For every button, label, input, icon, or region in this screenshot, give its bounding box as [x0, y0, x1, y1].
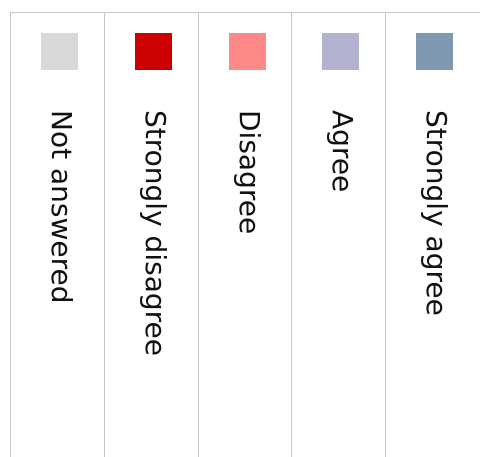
legend-swatch-not-answered — [41, 33, 78, 70]
legend-swatch-agree — [322, 33, 360, 70]
legend-label-disagree: Disagree — [232, 110, 266, 235]
legend-swatch-strongly-disagree — [134, 33, 172, 70]
legend-item-not-answered: Not answered — [11, 13, 105, 457]
legend-item-strongly-disagree: Strongly disagree — [105, 13, 199, 457]
legend-swatch-strongly-agree — [416, 33, 454, 70]
legend-item-disagree: Disagree — [199, 13, 293, 457]
legend-label-strongly-agree: Strongly agree — [420, 110, 454, 316]
legend-label-agree: Agree — [326, 110, 360, 193]
legend-label-not-answered: Not answered — [45, 110, 78, 304]
legend-item-strongly-agree: Strongly agree — [386, 13, 480, 457]
legend-label-strongly-disagree: Strongly disagree — [138, 110, 172, 356]
legend-swatch-disagree — [228, 33, 266, 70]
legend-item-agree: Agree — [292, 13, 387, 457]
chart-legend: Not answered Strongly disagree Disagree … — [10, 12, 480, 457]
